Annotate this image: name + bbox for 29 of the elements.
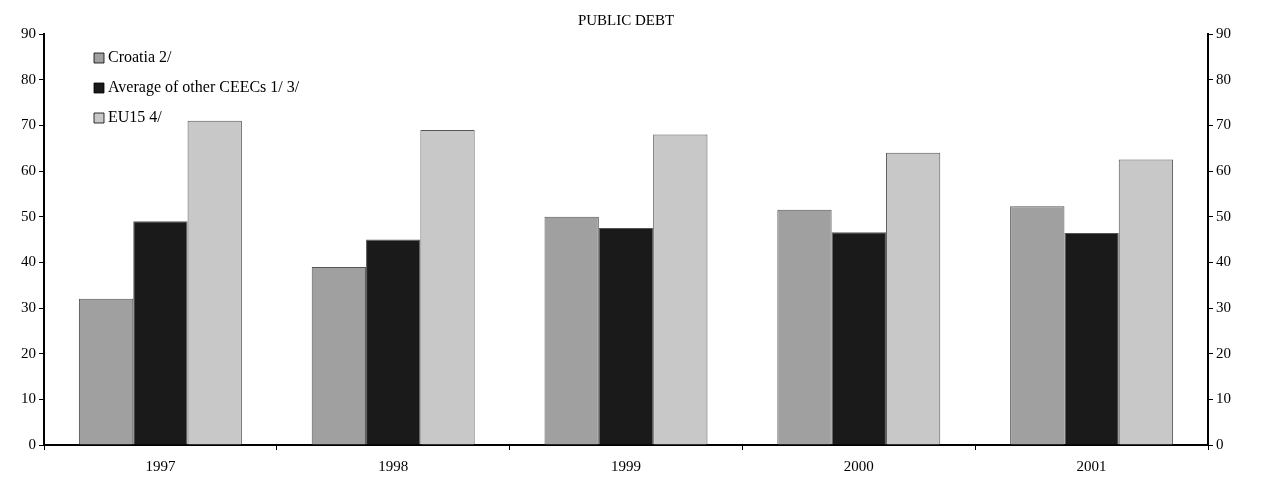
y2-tick-label: 30 [1216, 298, 1231, 315]
y2-tick-label: 10 [1216, 390, 1231, 407]
y-tick-label: 40 [21, 253, 36, 270]
x-tick-label: 1998 [378, 457, 409, 474]
x-tick-label: 2001 [1076, 457, 1107, 474]
y-tick-label: 70 [21, 116, 36, 133]
y2-tick-label: 0 [1216, 435, 1224, 452]
y-tick-label: 80 [21, 70, 36, 87]
y2-tick-label: 20 [1216, 344, 1231, 361]
y-tick-label: 60 [21, 161, 36, 178]
legend-label: Croatia 2/ [108, 48, 173, 66]
y2-tick-label: 50 [1216, 207, 1231, 224]
y-tick-label: 20 [21, 344, 36, 361]
x-tick-label: 1997 [145, 457, 176, 474]
x-tick-label: 1999 [611, 457, 641, 474]
y-tick-label: 10 [21, 390, 36, 407]
y-tick-label: 30 [21, 298, 36, 315]
y2-tick-label: 90 [1216, 24, 1231, 41]
y2-tick-label: 80 [1216, 70, 1231, 87]
y2-tick-label: 40 [1216, 253, 1231, 270]
y2-tick-label: 60 [1216, 161, 1231, 178]
y-tick-label: 90 [21, 24, 36, 41]
x-tick-label: 2000 [843, 457, 874, 474]
y2-tick-label: 70 [1216, 116, 1231, 133]
legend-label: Average of other CEECs 1/ 3/ [108, 78, 300, 97]
legend-label: EU15 4/ [108, 108, 163, 126]
y-tick-label: 50 [21, 207, 36, 224]
y-tick-label: 0 [28, 435, 36, 452]
chart-title: PUBLIC DEBT [577, 11, 675, 28]
